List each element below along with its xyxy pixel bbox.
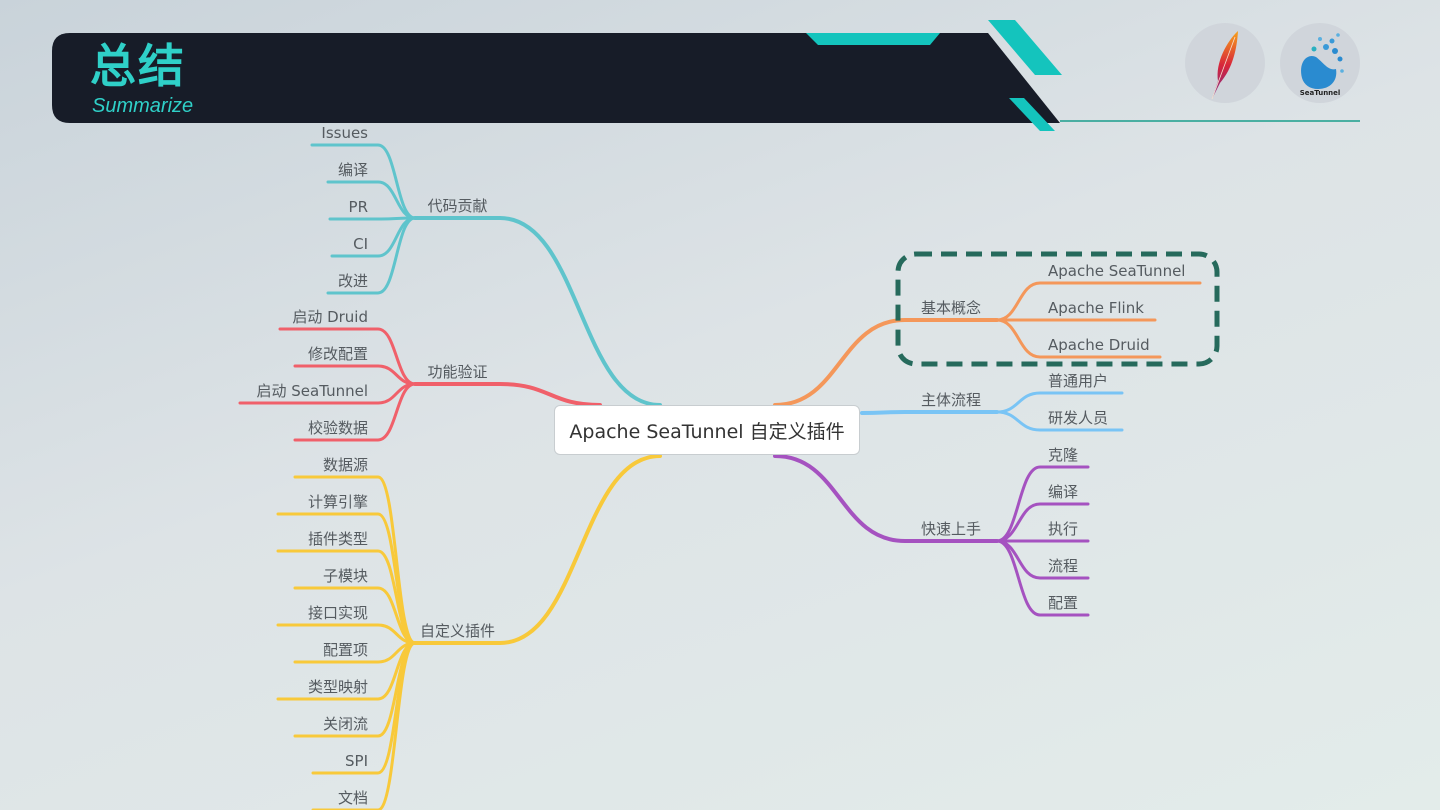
seatunnel-logo-text: SeaTunnel bbox=[1300, 89, 1341, 97]
leaf-label-left-2-6: 类型映射 bbox=[308, 678, 368, 696]
leaf-label-right-2-1: 编译 bbox=[1048, 483, 1078, 501]
leaf-connector-right-0-2 bbox=[995, 318, 1162, 359]
leaf-label-right-2-2: 执行 bbox=[1048, 520, 1078, 538]
leaf-connector-left-2-3 bbox=[293, 586, 417, 645]
branch-connector-right-0 bbox=[773, 318, 999, 407]
branch-label-left-2: 自定义插件 bbox=[420, 622, 495, 640]
leaf-label-right-0-0: Apache SeaTunnel bbox=[1048, 262, 1185, 280]
leaf-label-right-2-0: 克隆 bbox=[1048, 446, 1078, 464]
leaf-label-left-0-2: PR bbox=[349, 198, 368, 216]
leaf-label-left-0-0: Issues bbox=[321, 124, 368, 142]
mind-map-root-node[interactable]: Apache SeaTunnel 自定义插件 bbox=[554, 405, 860, 455]
leaf-label-right-1-0: 普通用户 bbox=[1048, 372, 1108, 390]
leaf-label-left-2-2: 插件类型 bbox=[308, 530, 368, 548]
leaf-label-left-2-1: 计算引擎 bbox=[308, 493, 368, 511]
leaf-label-left-1-3: 校验数据 bbox=[308, 419, 368, 437]
leaf-connector-left-2-9 bbox=[311, 641, 417, 810]
leaf-label-left-2-9: 文档 bbox=[338, 789, 368, 807]
branch-connector-left-2 bbox=[413, 454, 662, 645]
leaf-label-left-0-4: 改进 bbox=[338, 272, 368, 290]
branch-label-right-2: 快速上手 bbox=[921, 520, 981, 538]
leaf-label-left-1-1: 修改配置 bbox=[308, 345, 368, 363]
leaf-label-right-0-2: Apache Druid bbox=[1048, 336, 1150, 354]
branch-label-right-0: 基本概念 bbox=[921, 299, 981, 317]
slide-header: 总结 Summarize SeaTunnel bbox=[0, 0, 1440, 140]
highlight-dashed-box bbox=[895, 251, 1220, 367]
leaf-connector-right-2-4 bbox=[995, 539, 1090, 617]
leaf-label-left-2-0: 数据源 bbox=[323, 456, 368, 474]
leaf-label-right-2-4: 配置 bbox=[1048, 594, 1078, 612]
leaf-connector-left-1-3 bbox=[293, 382, 417, 442]
branch-label-right-1: 主体流程 bbox=[921, 391, 981, 409]
leaf-label-right-0-1: Apache Flink bbox=[1048, 299, 1144, 317]
header-teal-stripe bbox=[806, 33, 940, 45]
leaf-label-left-0-3: CI bbox=[353, 235, 368, 253]
apache-feather-logo bbox=[1185, 23, 1265, 103]
leaf-connector-left-0-4 bbox=[326, 216, 417, 295]
leaf-label-right-2-3: 流程 bbox=[1048, 557, 1078, 575]
seatunnel-wave-icon: SeaTunnel bbox=[1300, 33, 1344, 97]
slide-subtitle: Summarize bbox=[92, 95, 194, 117]
slide-title: 总结 bbox=[90, 39, 186, 93]
leaf-connector-left-1-0 bbox=[278, 327, 417, 386]
leaf-connector-left-0-2 bbox=[328, 216, 417, 221]
branch-label-left-1: 功能验证 bbox=[427, 363, 487, 381]
header-teal-diagonal-small bbox=[1009, 98, 1055, 131]
branch-connector-left-1 bbox=[413, 382, 602, 407]
leaf-label-left-2-5: 配置项 bbox=[323, 641, 368, 659]
feather-icon bbox=[1211, 31, 1238, 100]
branch-connector-right-2 bbox=[773, 454, 999, 543]
leaf-label-left-2-8: SPI bbox=[345, 752, 368, 770]
header-bar bbox=[52, 20, 1360, 131]
header-teal-diagonal bbox=[988, 20, 1062, 75]
branch-label-left-0: 代码贡献 bbox=[427, 197, 487, 215]
leaf-connector-right-2-0 bbox=[995, 465, 1090, 543]
header-dark-bar bbox=[52, 33, 1060, 123]
leaf-connector-right-1-1 bbox=[995, 410, 1124, 432]
leaf-label-left-0-1: 编译 bbox=[338, 161, 368, 179]
seatunnel-logo: SeaTunnel bbox=[1280, 23, 1360, 103]
leaf-label-left-2-4: 接口实现 bbox=[308, 604, 368, 622]
leaf-label-left-2-7: 关闭流 bbox=[323, 715, 368, 733]
leaf-label-right-1-1: 研发人员 bbox=[1048, 409, 1108, 427]
leaf-label-left-2-3: 子模块 bbox=[323, 567, 368, 585]
leaf-label-left-1-2: 启动 SeaTunnel bbox=[256, 382, 368, 400]
leaf-connector-left-0-0 bbox=[310, 143, 417, 220]
branch-connector-left-0 bbox=[413, 216, 662, 407]
leaf-label-left-1-0: 启动 Druid bbox=[292, 308, 368, 326]
branch-connector-right-1 bbox=[860, 410, 999, 415]
